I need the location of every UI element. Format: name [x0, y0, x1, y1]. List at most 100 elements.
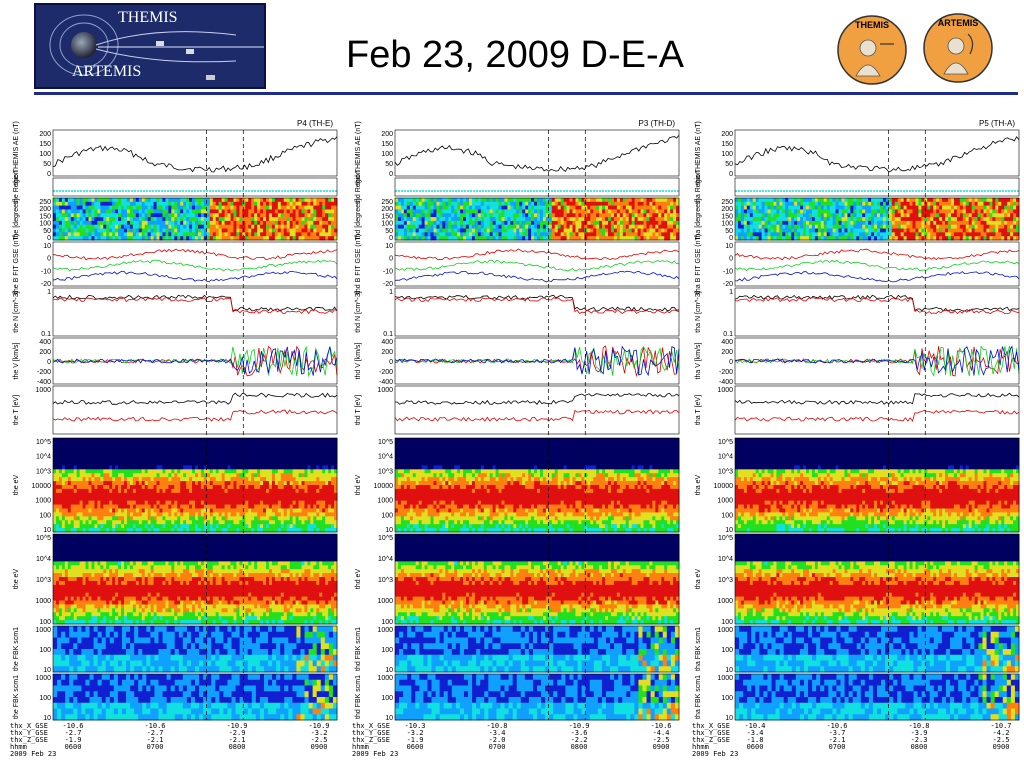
spectrogram-cell: [53, 573, 57, 578]
spectrogram-cell: [227, 561, 231, 566]
spectrogram-cell: [129, 524, 134, 529]
spectrogram-cell: [195, 584, 199, 590]
spectrogram-cell: [53, 492, 57, 498]
spectrogram-cell: [233, 457, 237, 462]
spectrogram-cell: [197, 449, 202, 455]
spectrogram-cell: [218, 201, 223, 207]
spectrogram-cell: [266, 508, 270, 513]
spectrogram-cell: [138, 449, 143, 455]
spectrogram-cell: [82, 549, 87, 555]
spectrogram-cell: [254, 569, 258, 574]
spectrogram-cell: [180, 512, 184, 517]
spectrogram-cell: [147, 201, 152, 207]
spectrogram-cell: [260, 205, 264, 210]
spectrogram-cell: [177, 565, 181, 570]
spectrogram-cell: [322, 508, 326, 513]
spectrogram-cell: [159, 557, 163, 562]
spectrogram-cell: [121, 561, 125, 566]
spectrogram-cell: [70, 577, 75, 582]
spectrogram-cell: [277, 557, 282, 562]
spectrogram-cell: [147, 492, 152, 498]
spectrogram-cell: [124, 492, 128, 498]
spectrogram-cell: [177, 549, 181, 555]
spectrogram-cell: [277, 485, 282, 490]
spectrogram-cell: [97, 228, 101, 233]
spectrogram-cell: [325, 504, 329, 509]
spectrogram-cell: [304, 520, 308, 525]
spectrogram-cell: [132, 569, 137, 574]
spectrogram-cell: [257, 220, 261, 226]
spectrogram-cell: [331, 534, 335, 539]
spectrogram-cell: [171, 580, 175, 586]
spectrogram-cell: [277, 577, 282, 582]
spectrogram-cell: [150, 232, 155, 237]
spectrogram-cell: [112, 584, 116, 590]
spectrogram-cell: [239, 500, 243, 506]
spectrogram-cell: [141, 588, 146, 594]
spectrogram-cell: [168, 461, 172, 466]
spectrogram-cell: [316, 449, 320, 455]
spectrogram-cell: [162, 453, 166, 459]
spectrogram-cell: [76, 201, 81, 207]
spectrogram-cell: [301, 520, 305, 525]
spectrogram-cell: [224, 445, 229, 451]
spectrogram-cell: [141, 236, 146, 241]
spectrogram-cell: [76, 508, 81, 513]
spectrogram-cell: [156, 488, 160, 494]
spectrogram-cell: [100, 557, 104, 562]
spectrogram-cell: [260, 537, 264, 543]
spectrogram-cell: [197, 236, 202, 241]
spectrogram-cell: [53, 553, 57, 558]
spectrogram-cell: [224, 457, 229, 462]
spectrogram-cell: [153, 496, 158, 502]
spectrogram-cell: [135, 584, 140, 590]
spectrogram-cell: [301, 473, 305, 478]
spectrogram-cell: [203, 520, 208, 525]
spectrogram-cell: [325, 453, 329, 459]
spectrogram-cell: [183, 565, 187, 570]
spectrogram-cell: [121, 524, 125, 529]
spectrogram-cell: [144, 488, 149, 494]
spectrogram-cell: [268, 228, 273, 233]
spectrogram-cell: [124, 561, 128, 566]
spectrogram-cell: [316, 565, 320, 570]
spectrogram-cell: [286, 500, 291, 506]
spectrogram-cell: [100, 496, 104, 502]
spectrogram-cell: [331, 573, 335, 578]
spectrogram-cell: [61, 588, 66, 594]
spectrogram-cell: [257, 205, 261, 210]
spectrogram-cell: [319, 537, 323, 543]
spectrogram-cell: [206, 565, 211, 570]
spectrogram-cell: [138, 492, 143, 498]
spectrogram-cell: [174, 561, 178, 566]
spectrogram-cell: [153, 541, 158, 547]
spectrogram-cell: [165, 445, 169, 451]
spectrogram-cell: [289, 492, 294, 498]
spectrogram-cell: [115, 528, 119, 533]
y-tick-label: 1000: [35, 387, 51, 394]
spectrogram-cell: [189, 198, 193, 203]
spectrogram-cell: [254, 481, 258, 486]
spectrogram-cell: [271, 516, 276, 521]
spectrogram-cell: [73, 201, 78, 207]
spectrogram-cell: [271, 228, 276, 233]
spectrogram-cell: [289, 588, 294, 594]
spectrogram-cell: [245, 465, 249, 470]
spectrogram-cell: [298, 220, 302, 226]
spectrogram-cell: [260, 441, 264, 447]
spectrogram-cell: [298, 445, 302, 451]
spectrogram-cell: [212, 496, 217, 502]
spectrogram-cell: [115, 596, 119, 602]
spectrogram-cell: [283, 438, 288, 443]
spectrogram-cell: [168, 549, 172, 555]
spectrogram-cell: [126, 441, 131, 447]
spectrogram-cell: [70, 512, 75, 517]
spectrogram-cell: [203, 541, 208, 547]
spectrogram-cell: [268, 224, 273, 230]
spectrogram-cell: [94, 232, 98, 237]
spectrogram-cell: [239, 224, 243, 230]
spectrogram-cell: [322, 569, 326, 574]
spectrogram-cell: [200, 438, 205, 443]
spectrogram-cell: [248, 449, 252, 455]
spectrogram-cell: [177, 569, 181, 574]
